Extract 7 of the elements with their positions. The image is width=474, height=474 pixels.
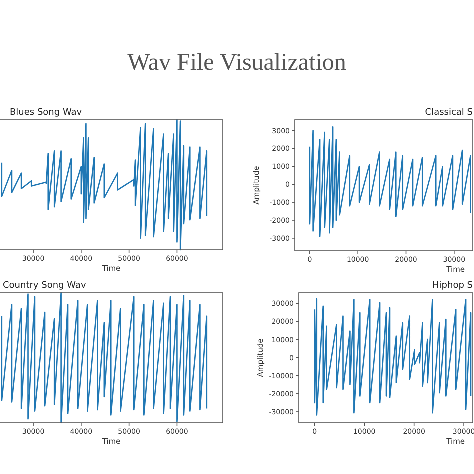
line-series — [309, 126, 472, 238]
chart-title: Blues Song Wav — [10, 108, 83, 118]
chart-title: Country Song Wav — [3, 281, 87, 291]
text: Wav File Visualization — [128, 50, 346, 76]
chart-title: Classical S — [425, 108, 474, 118]
chart-title: Hiphop S — [432, 281, 474, 291]
line-series — [314, 298, 472, 416]
